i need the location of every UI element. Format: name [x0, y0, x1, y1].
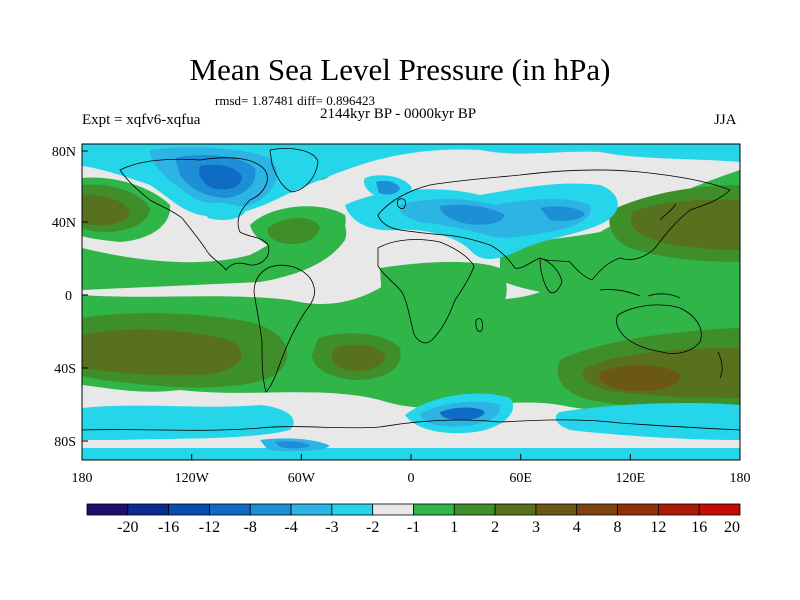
- north-america-outline: [119, 157, 270, 271]
- colorbar-label: -3: [325, 519, 338, 536]
- new-zealand-outline: [717, 351, 723, 379]
- x-tick-labels: 180 120W 60W 0 60E 120E 180: [72, 471, 751, 486]
- axis-ticks: [82, 150, 631, 460]
- colorbar-swatch: [657, 503, 700, 516]
- colorbar-swatch: [698, 503, 741, 516]
- positive-anomaly-region: [267, 217, 320, 244]
- negative-anomaly-region: [440, 204, 505, 225]
- eurasia-outline: [377, 169, 731, 281]
- positive-anomaly-region: [82, 214, 347, 290]
- y-tick-label: 80N: [52, 145, 76, 160]
- colorbar-swatch: [168, 503, 210, 516]
- colorbar-labels: -20 -16 -12 -8 -4 -3 -2 -1 1 2 3 4 8 12 16 20: [117, 519, 740, 536]
- colorbar-label: 3: [532, 519, 540, 536]
- colorbar-label: 20: [724, 519, 740, 536]
- positive-anomaly-region: [82, 194, 130, 226]
- colorbar-swatch: [576, 503, 618, 516]
- y-tick-label: 40S: [54, 362, 76, 377]
- negative-anomaly-region: [555, 402, 740, 440]
- continent-outlines: [119, 148, 731, 393]
- colorbar-label: 16: [691, 519, 707, 536]
- colorbar-swatch: [249, 503, 292, 516]
- south-america-outline: [253, 264, 315, 393]
- colorbar-swatch: [127, 503, 170, 516]
- colorbar: -20 -16 -12 -8 -4 -3 -2 -1 1 2 3 4 8 12 16 20: [86, 503, 741, 536]
- negative-anomaly-region: [440, 407, 485, 421]
- negative-anomaly-region: [275, 441, 310, 449]
- x-tick-label: 180: [730, 471, 751, 486]
- x-tick-label: 0: [408, 471, 415, 486]
- india-outline: [539, 257, 563, 294]
- y-tick-labels: 80N 40N 0 40S 80S: [52, 145, 76, 450]
- y-tick-label: 80S: [54, 435, 76, 450]
- negative-anomaly-region: [199, 164, 242, 190]
- indonesia-outline: [599, 289, 681, 299]
- map-title: Mean Sea Level Pressure (in hPa): [189, 52, 611, 87]
- season-label: JJA: [714, 112, 737, 128]
- colorbar-label: -1: [407, 519, 420, 536]
- stats-line: rmsd= 1.87481 diff= 0.896423: [215, 93, 375, 108]
- uk-outline: [397, 198, 406, 209]
- colorbar-label: -4: [284, 519, 297, 536]
- colorbar-label: 8: [614, 519, 622, 536]
- x-tick-label: 120E: [616, 471, 646, 486]
- colorbar-swatch: [535, 503, 578, 516]
- negative-anomaly-region: [376, 180, 400, 195]
- colorbar-label: 4: [573, 519, 581, 536]
- pressure-field: [82, 144, 740, 460]
- positive-anomaly-region: [599, 365, 681, 392]
- antarctic-coastline: [82, 419, 740, 431]
- colorbar-swatch: [413, 503, 455, 516]
- x-tick-label: 120W: [175, 471, 210, 486]
- colorbar-label: 12: [650, 519, 666, 536]
- y-tick-label: 0: [65, 289, 72, 304]
- greenland-outline: [269, 148, 319, 193]
- negative-anomaly-region: [82, 405, 294, 440]
- positive-anomaly-region: [630, 199, 740, 250]
- colorbar-swatch: [617, 503, 659, 516]
- x-tick-label: 60E: [509, 471, 532, 486]
- x-tick-label: 60W: [288, 471, 316, 486]
- colorbar-swatch: [86, 503, 129, 516]
- madagascar-outline: [475, 318, 483, 332]
- positive-anomaly-region: [82, 329, 242, 376]
- colorbar-swatches: [86, 503, 741, 516]
- colorbar-swatch: [494, 503, 537, 516]
- negative-anomaly-region: [200, 202, 245, 220]
- colorbar-label: 1: [450, 519, 458, 536]
- period-label: 2144kyr BP - 0000kyr BP: [320, 106, 477, 122]
- colorbar-label: -12: [199, 519, 220, 536]
- colorbar-swatch: [209, 503, 251, 516]
- japan-outline: [659, 203, 677, 221]
- colorbar-label: -16: [158, 519, 179, 536]
- australia-outline: [616, 304, 702, 354]
- positive-anomaly-region: [331, 344, 385, 372]
- y-tick-label: 40N: [52, 216, 76, 231]
- positive-anomaly-region: [380, 261, 507, 331]
- africa-outline: [377, 239, 475, 344]
- colorbar-label: -20: [117, 519, 138, 536]
- colorbar-swatch: [453, 503, 496, 516]
- colorbar-label: 2: [491, 519, 499, 536]
- x-tick-label: 180: [72, 471, 93, 486]
- positive-anomaly-region: [430, 316, 495, 353]
- colorbar-swatch: [290, 503, 333, 516]
- colorbar-label: -2: [366, 519, 379, 536]
- colorbar-swatch: [372, 503, 414, 516]
- colorbar-label: -8: [244, 519, 257, 536]
- experiment-label: Expt = xqfv6-xqfua: [82, 112, 201, 128]
- negative-anomaly-region: [540, 206, 585, 221]
- colorbar-swatch: [331, 503, 374, 516]
